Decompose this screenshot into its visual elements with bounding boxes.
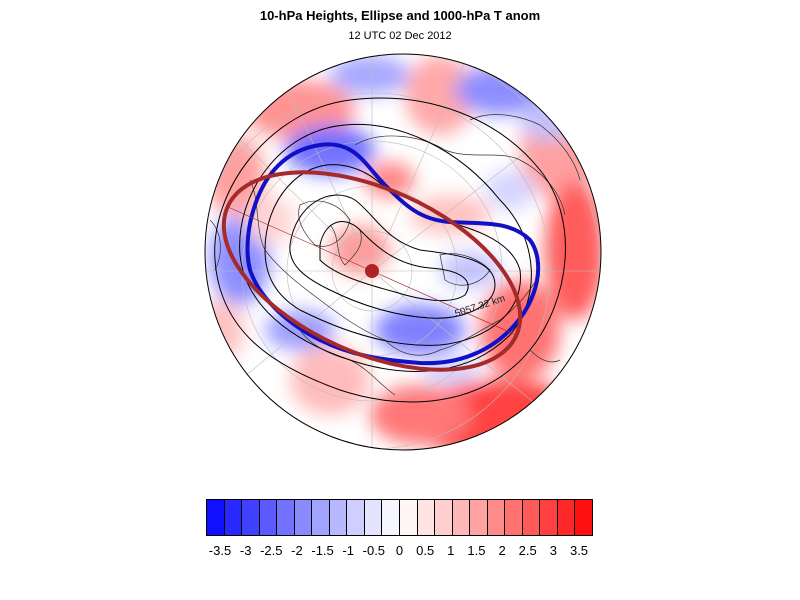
colorbar-tick-label: 3.5 [569,543,589,558]
figure-subtitle: 12 UTC 02 Dec 2012 [348,30,452,42]
colorbar-cell [224,500,243,535]
colorbar-tick-label: 1 [447,543,455,558]
colorbar-tick-label: -0.5 [362,543,386,558]
colorbar-cell [470,500,488,535]
colorbar-cell [435,500,453,535]
colorbar-cell [207,500,225,535]
ellipse-centroid [365,264,379,278]
colorbar-tick-label: 2.5 [518,543,537,558]
colorbar-tick-label: -2 [291,543,303,558]
colorbar-cell [382,500,401,535]
colorbar-labels: -3.5 -3 -2.5 -2 -1.5 -1 -0.5 0 0.5 1 1.5 2 2.5 3 3.5 [0,543,800,561]
colorbar-cell [575,500,593,535]
colorbar-tick-label: -2.5 [260,543,283,558]
colorbar-tick-label: 3 [549,543,557,558]
colorbar-tick-label: 2 [498,543,506,558]
colorbar-cell [259,500,278,535]
height-contours [214,97,566,403]
figure-title: 10-hPa Heights, Ellipse and 1000-hPa T a… [259,8,541,23]
colorbar-tick-label: 0 [395,543,404,558]
colorbar-cell [417,500,436,535]
colorbar-cell [452,500,471,535]
colorbar-cell [364,500,383,535]
colorbar-tick-label: -1.5 [311,543,334,558]
colorbar-tick-label: 1.5 [467,543,486,558]
colorbar-cell [540,500,558,535]
colorbar-cell [312,500,330,535]
colorbar-cell [242,500,260,535]
colorbar [206,499,593,536]
colorbar-cell [400,500,418,535]
colorbar-cell [294,500,313,535]
vortex-ellipse [221,170,523,372]
colorbar-cell [347,500,365,535]
colorbar-cell [505,500,523,535]
colorbar-cell [329,500,348,535]
colorbar-tick-label: -3.5 [208,543,232,558]
colorbar-tick-label: -3 [239,543,252,558]
colorbar-cell [522,500,541,535]
colorbar-tick-label: 0.5 [416,543,435,558]
colorbar-tick-label: -1 [342,543,354,558]
globe-outline [204,53,602,451]
colorbar-cell [277,500,295,535]
colorbar-cell [557,500,576,535]
colorbar-cell [487,500,506,535]
